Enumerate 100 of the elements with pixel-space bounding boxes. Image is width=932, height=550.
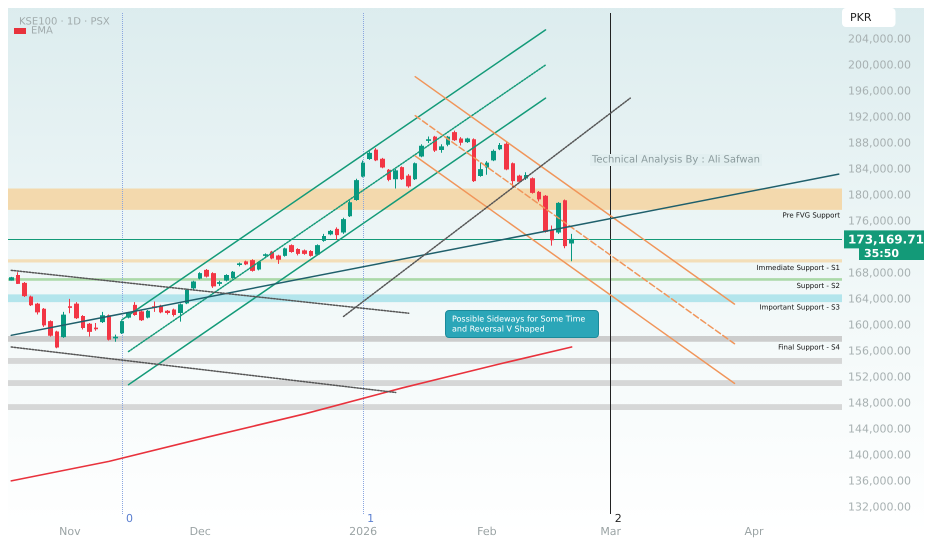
candlestick <box>204 268 209 278</box>
candlestick <box>459 136 463 146</box>
candlestick <box>29 295 33 307</box>
candlestick <box>426 136 431 144</box>
candlestick <box>224 274 229 282</box>
x-tick-label: Dec <box>190 525 211 538</box>
candlestick <box>517 174 522 184</box>
candlestick <box>9 276 14 282</box>
legend-label: EMA <box>31 26 53 36</box>
candlestick <box>400 166 404 180</box>
candlestick <box>361 160 365 178</box>
chart-title: KSE100 · 1D · PSX <box>19 16 110 28</box>
candlestick <box>413 162 417 180</box>
candlestick <box>543 194 548 234</box>
x-tick-label: 2026 <box>349 525 378 538</box>
candlestick <box>335 226 339 240</box>
x-tick-label: Nov <box>59 525 82 538</box>
candlestick <box>406 174 411 188</box>
candlestick <box>296 248 300 256</box>
candlestick <box>354 178 359 202</box>
candlestick <box>35 302 40 316</box>
candlestick <box>146 309 150 319</box>
y-tick-label: 156,000.00 <box>848 344 911 358</box>
y-tick-label: 200,000.00 <box>848 58 911 72</box>
y-tick-label: 188,000.00 <box>848 136 911 150</box>
candlestick <box>465 137 470 144</box>
candlestick <box>68 298 72 314</box>
candlestick <box>198 272 202 280</box>
candlestick <box>439 144 444 154</box>
candlestick <box>178 302 183 322</box>
y-tick-label: 196,000.00 <box>848 84 911 98</box>
y-tick-label: 176,000.00 <box>848 214 911 228</box>
candlestick <box>42 308 46 328</box>
candlestick <box>22 282 27 298</box>
candlestick <box>393 168 398 189</box>
y-tick-label: 148,000.00 <box>848 396 911 410</box>
candlestick <box>485 160 489 176</box>
candlestick <box>211 272 216 288</box>
candlestick <box>315 244 320 256</box>
candlestick <box>276 254 281 264</box>
y-tick-label: 192,000.00 <box>848 110 911 124</box>
annotation: Possible Sideways for Some Time and Reversal V Shaped <box>452 314 588 334</box>
candlestick <box>107 314 111 341</box>
y-tick-label: 136,000.00 <box>848 474 911 488</box>
candlestick <box>94 322 98 332</box>
annotation: 2 <box>614 512 622 525</box>
candlestick <box>504 142 509 171</box>
candlestick <box>172 308 176 317</box>
candlestick <box>452 130 457 142</box>
annotation: 1 <box>367 512 374 525</box>
candlestick <box>16 272 20 284</box>
candlestick <box>478 162 483 178</box>
y-tick-label: 152,000.00 <box>848 370 911 384</box>
candlestick <box>367 150 372 160</box>
annotation: 0 <box>126 512 134 525</box>
text: 35:50 <box>864 247 900 260</box>
candlestick <box>472 138 476 182</box>
candlestick <box>302 249 307 256</box>
candlestick <box>55 330 59 349</box>
candlestick <box>289 244 294 254</box>
candlestick <box>530 176 535 194</box>
y-tick-label: 204,000.00 <box>848 32 911 46</box>
candlestick <box>113 334 118 342</box>
candlestick <box>511 162 515 188</box>
candlestick <box>380 157 385 169</box>
candlestick <box>309 250 313 258</box>
candlestick <box>217 280 222 286</box>
x-tick-label: Feb <box>477 525 497 538</box>
candlestick <box>537 190 541 202</box>
candlestick <box>87 322 92 338</box>
candlestick <box>74 302 79 320</box>
candlestick <box>328 230 333 236</box>
candlestick <box>550 224 554 246</box>
candlestick <box>263 252 268 258</box>
x-tick-label: Apr <box>744 525 764 538</box>
candlestick <box>191 280 196 291</box>
y-axis-title: PKR <box>850 11 872 24</box>
y-tick-label: 180,000.00 <box>848 188 911 202</box>
y-tick-label: 132,000.00 <box>848 500 911 514</box>
y-tick-label: 144,000.00 <box>848 422 911 436</box>
annotation: Technical Analysis By : Ali Safwan <box>591 154 760 166</box>
candlestick <box>231 270 235 280</box>
candlestick <box>341 217 346 234</box>
candlestick <box>244 260 248 266</box>
y-tick-label: 140,000.00 <box>848 448 911 462</box>
candlestick <box>498 142 502 151</box>
ref-line-label: 173,169.71 <box>848 232 924 246</box>
candlestick <box>563 198 567 249</box>
candlestick <box>165 309 170 316</box>
candlestick <box>61 311 66 338</box>
candlestick <box>139 310 144 322</box>
y-tick-label: 164,000.00 <box>848 292 911 306</box>
candlestick <box>348 200 352 218</box>
y-tick-label: 160,000.00 <box>848 318 911 332</box>
y-tick-label: 168,000.00 <box>848 266 911 280</box>
candlestick <box>283 247 287 258</box>
x-tick-label: Mar <box>600 525 622 538</box>
line-series <box>10 346 572 482</box>
candlestick <box>257 260 261 271</box>
y-tick-label: 184,000.00 <box>848 162 911 176</box>
